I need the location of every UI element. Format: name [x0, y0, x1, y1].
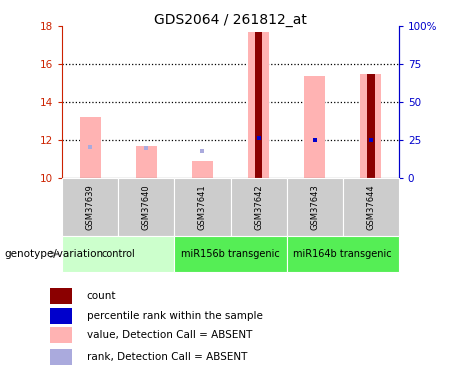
Bar	[174, 236, 287, 272]
Text: count: count	[87, 291, 116, 302]
Bar	[136, 146, 157, 178]
Text: GSM37642: GSM37642	[254, 184, 263, 230]
Bar	[50, 308, 72, 324]
Bar	[62, 236, 174, 272]
Text: GSM37639: GSM37639	[86, 184, 95, 230]
Bar	[80, 117, 101, 178]
Bar	[50, 349, 72, 365]
Bar	[50, 288, 72, 304]
Bar	[50, 327, 72, 343]
Bar	[62, 178, 118, 236]
Text: value, Detection Call = ABSENT: value, Detection Call = ABSENT	[87, 330, 252, 340]
Text: rank, Detection Call = ABSENT: rank, Detection Call = ABSENT	[87, 352, 247, 362]
Text: GSM37644: GSM37644	[366, 184, 375, 230]
Bar	[174, 178, 230, 236]
Text: miR156b transgenic: miR156b transgenic	[181, 249, 280, 259]
Text: GSM37640: GSM37640	[142, 184, 151, 230]
Text: GSM37643: GSM37643	[310, 184, 319, 230]
Bar	[304, 76, 325, 178]
Bar	[254, 32, 262, 178]
Bar	[248, 32, 269, 178]
Bar	[287, 236, 399, 272]
Bar	[287, 178, 343, 236]
Text: miR164b transgenic: miR164b transgenic	[293, 249, 392, 259]
Bar	[230, 178, 287, 236]
Bar	[343, 178, 399, 236]
Bar	[360, 74, 381, 178]
Text: percentile rank within the sample: percentile rank within the sample	[87, 311, 263, 321]
Text: control: control	[101, 249, 135, 259]
Bar	[367, 74, 375, 178]
Text: GSM37641: GSM37641	[198, 184, 207, 230]
Text: GDS2064 / 261812_at: GDS2064 / 261812_at	[154, 13, 307, 27]
Text: genotype/variation: genotype/variation	[5, 249, 104, 259]
Bar	[192, 161, 213, 178]
Bar	[118, 178, 174, 236]
